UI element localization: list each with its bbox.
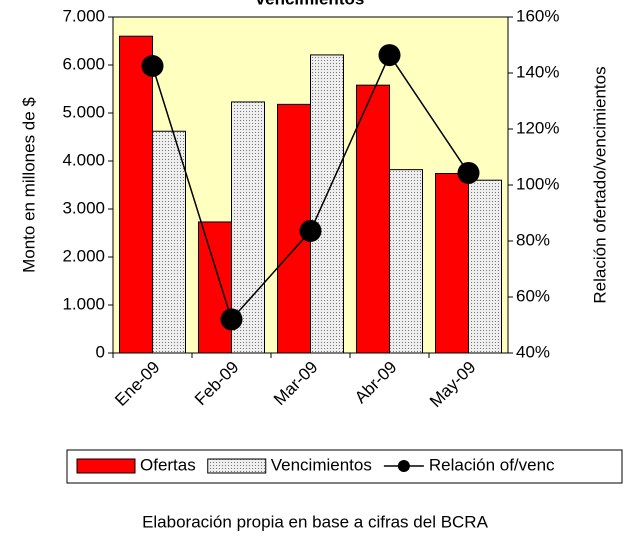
legend-label: Ofertas bbox=[140, 455, 196, 474]
footer: Elaboración propia en base a cifras del … bbox=[142, 512, 489, 531]
legend-swatch bbox=[76, 458, 136, 474]
bar bbox=[119, 35, 153, 354]
x-tick-label: Feb-09 bbox=[191, 358, 243, 410]
legend-label: Relación of/venc bbox=[429, 455, 555, 474]
bar bbox=[356, 84, 390, 354]
bar bbox=[435, 172, 469, 354]
y2-tick-label: 100% bbox=[516, 174, 559, 193]
x-tick-label: Mar-09 bbox=[270, 358, 322, 410]
point bbox=[220, 308, 243, 331]
x-tick-label: Ene-09 bbox=[111, 358, 163, 410]
y2-tick-label: 40% bbox=[516, 342, 550, 361]
legend-swatch bbox=[397, 460, 410, 472]
point bbox=[141, 55, 164, 77]
y2-tick-label: 140% bbox=[516, 62, 559, 81]
legend-label: Vencimientos bbox=[271, 455, 372, 474]
y2-tick-label: 60% bbox=[516, 286, 550, 305]
bar bbox=[389, 169, 423, 354]
legend-swatch bbox=[207, 458, 267, 474]
y-tick-label: 4.000 bbox=[62, 150, 105, 169]
y2-axis-label: Relación ofertado/vencimientos bbox=[590, 66, 609, 303]
chart-title: vencimientos bbox=[256, 0, 365, 8]
x-tick-label: Abr-09 bbox=[351, 358, 401, 408]
point bbox=[299, 219, 322, 242]
point bbox=[457, 161, 480, 184]
y-tick-label: 6.000 bbox=[62, 54, 105, 73]
y-axis-label: Monto en millones de $ bbox=[19, 97, 38, 273]
y-tick-label: 3.000 bbox=[62, 198, 105, 217]
y-tick-label: 0 bbox=[96, 342, 105, 361]
y2-tick-label: 120% bbox=[516, 118, 559, 137]
point bbox=[378, 44, 401, 67]
y-tick-label: 7.000 bbox=[62, 6, 105, 25]
x-tick-label: May-09 bbox=[426, 358, 480, 412]
legend-box bbox=[66, 449, 623, 484]
bar bbox=[198, 221, 232, 354]
y2-tick-label: 160% bbox=[516, 6, 559, 25]
y-tick-label: 1.000 bbox=[62, 294, 105, 313]
bar bbox=[468, 179, 502, 354]
y-tick-label: 2.000 bbox=[62, 246, 105, 265]
y-tick-label: 5.000 bbox=[62, 102, 105, 121]
y2-tick-label: 80% bbox=[516, 230, 550, 249]
bar bbox=[310, 54, 344, 354]
bar bbox=[152, 130, 186, 354]
